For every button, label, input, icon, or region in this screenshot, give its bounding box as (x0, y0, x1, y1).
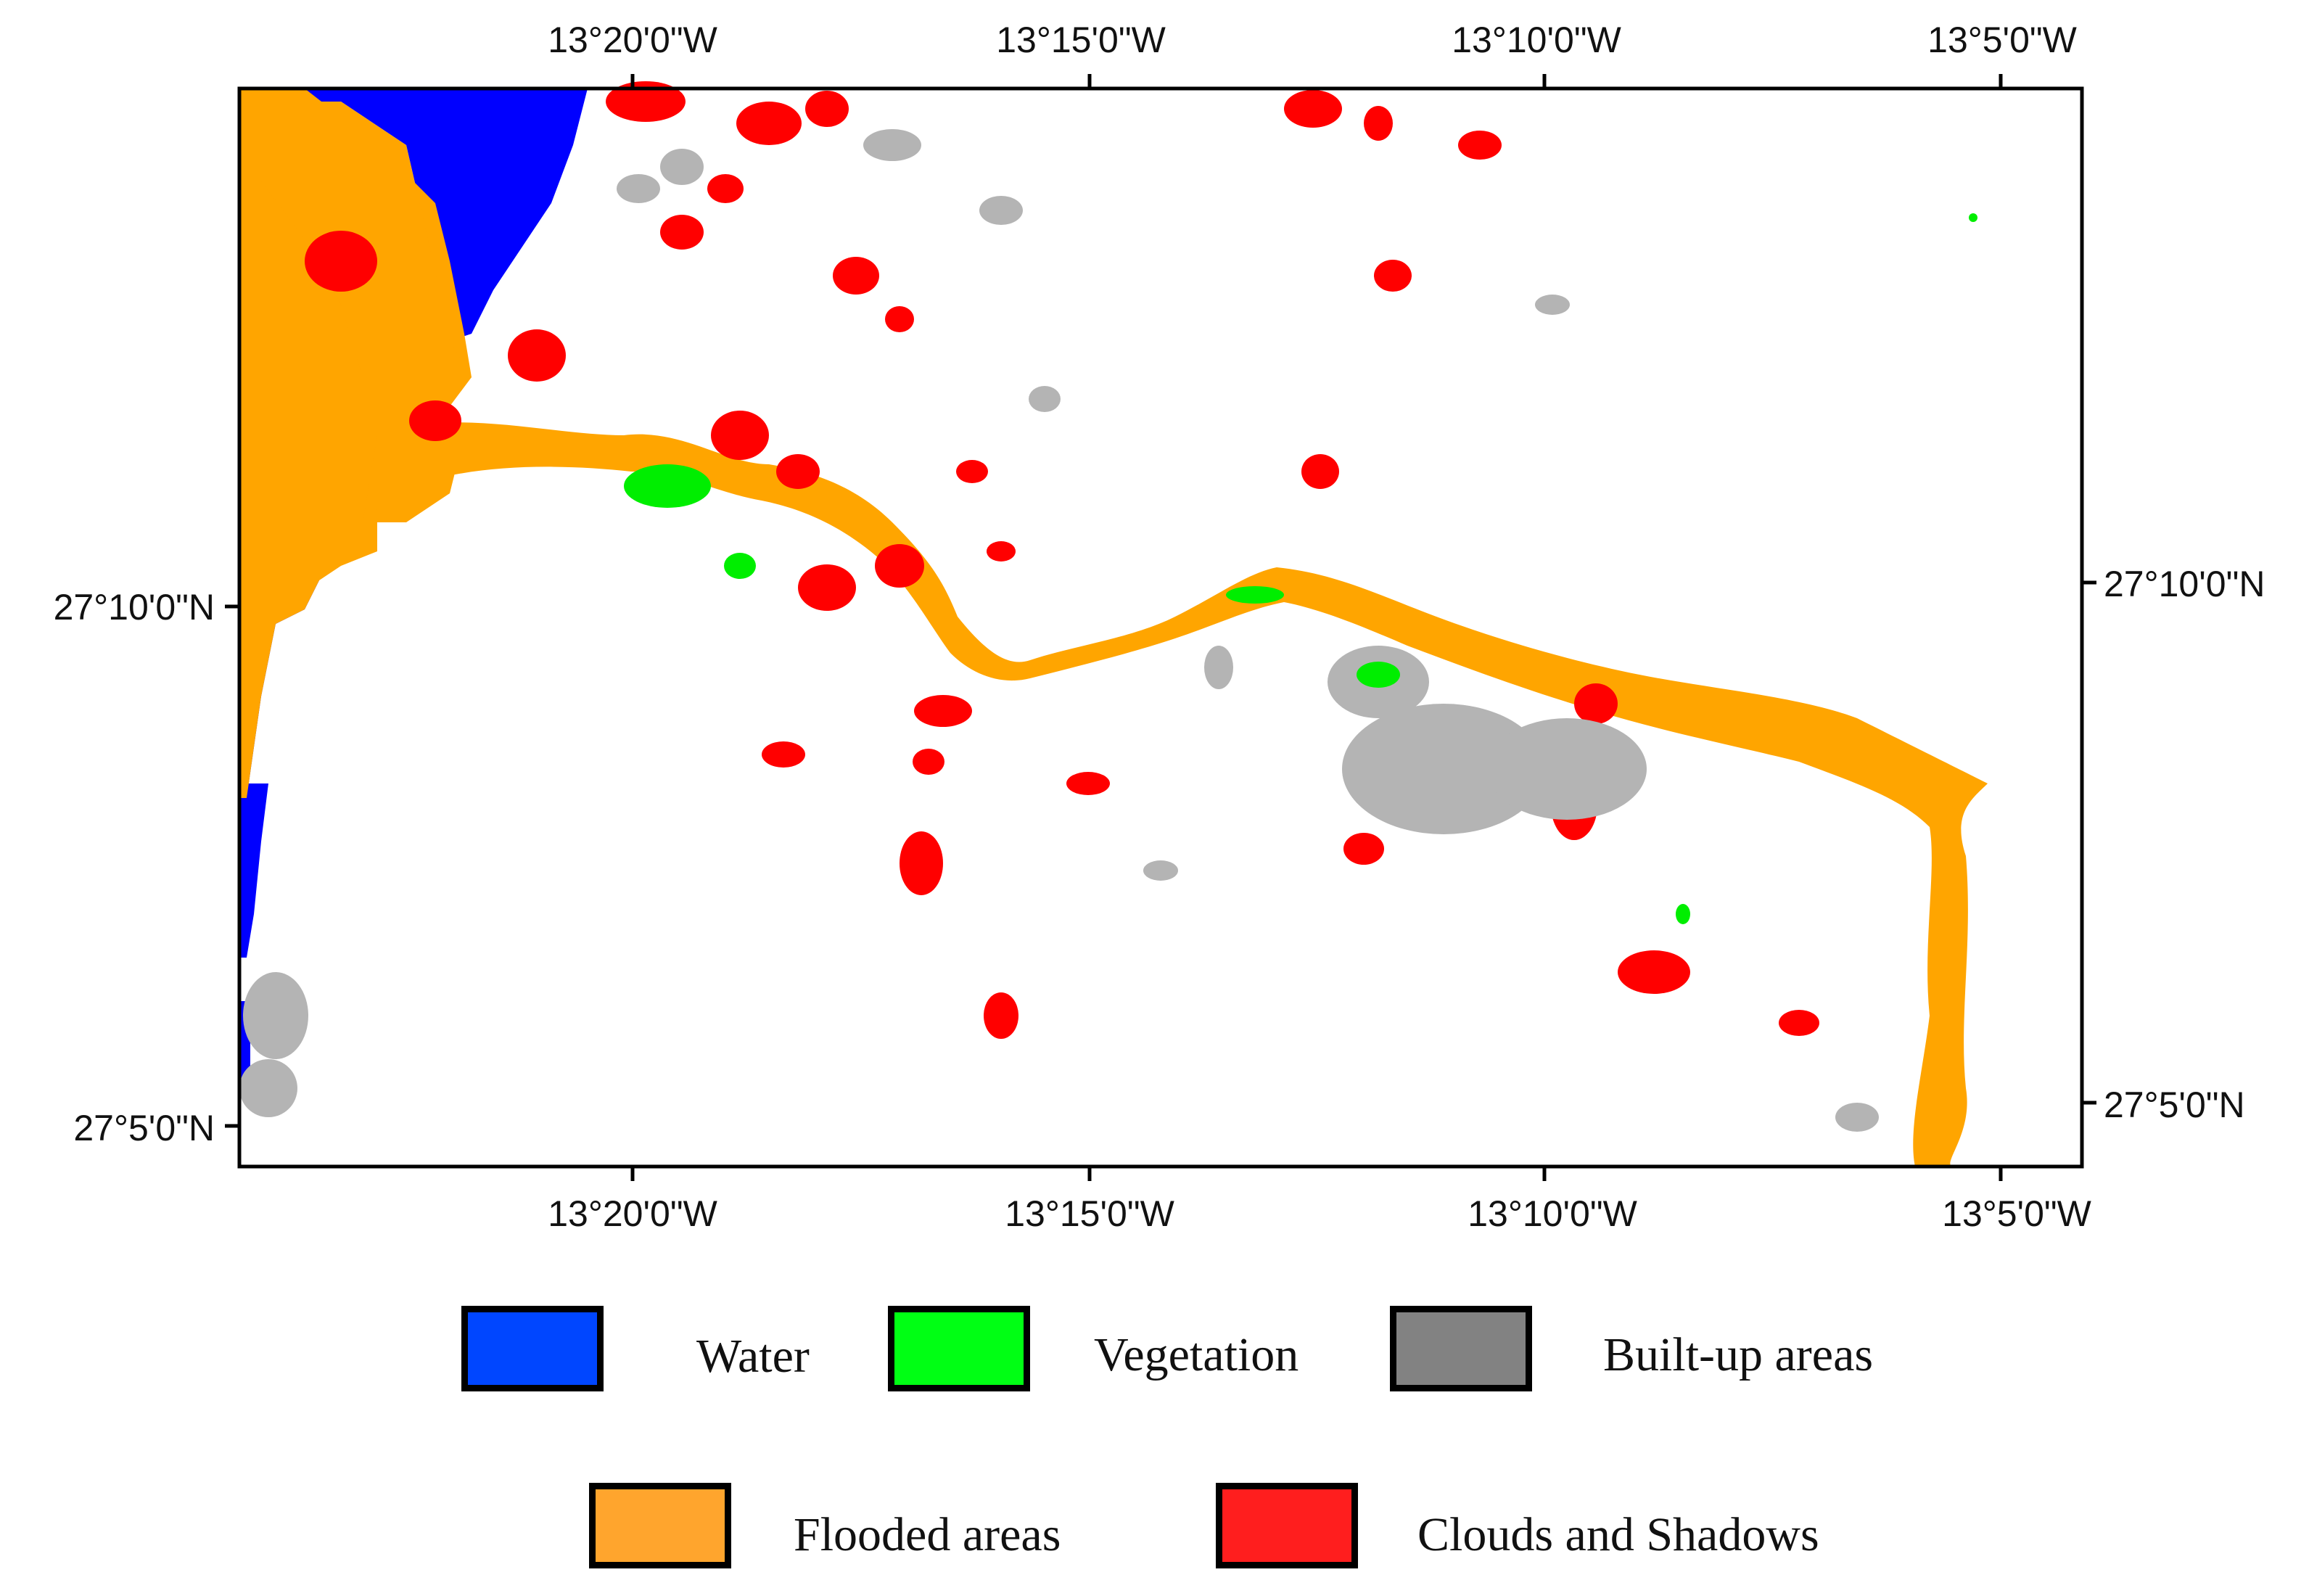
legend-swatch-clouds (1216, 1483, 1358, 1568)
legend-swatch-flooded (589, 1483, 731, 1568)
legend-label-water: Water (696, 1330, 810, 1383)
legend-swatch-water (461, 1306, 604, 1391)
left-latitude-label: 27°10'0"N (54, 587, 215, 628)
legend-label-flooded: Flooded areas (794, 1508, 1061, 1561)
top-longitude-label: 13°20'0"W (548, 20, 717, 60)
top-longitude-label: 13°10'0"W (1452, 20, 1621, 60)
map-frame (237, 86, 2084, 1169)
bottom-longitude-label: 13°10'0"W (1468, 1193, 1637, 1234)
legend-label-clouds: Clouds and Shadows (1417, 1508, 1819, 1561)
vegetation-areas (624, 213, 1977, 924)
right-latitude-label: 27°5'0"N (2104, 1085, 2245, 1125)
legend-label-built-up: Built-up areas (1603, 1328, 1874, 1381)
legend-label-vegetation: Vegetation (1094, 1328, 1299, 1381)
right-latitude-label: 27°10'0"N (2104, 564, 2265, 604)
left-latitude-label: 27°5'0"N (73, 1108, 215, 1148)
clouds-and-shadows (305, 81, 1819, 1039)
bottom-longitude-label: 13°5'0"W (1942, 1193, 2092, 1234)
top-longitude-label: 13°5'0"W (1927, 20, 2078, 60)
bottom-longitude-label: 13°20'0"W (548, 1193, 717, 1234)
built-up-areas (239, 129, 1879, 1132)
bottom-longitude-label: 13°15'0"W (1005, 1193, 1174, 1234)
graticule-ticks (225, 74, 2096, 1181)
legend-swatch-vegetation (888, 1306, 1030, 1391)
top-longitude-label: 13°15'0"W (996, 20, 1166, 60)
legend-swatch-built-up (1390, 1306, 1532, 1391)
